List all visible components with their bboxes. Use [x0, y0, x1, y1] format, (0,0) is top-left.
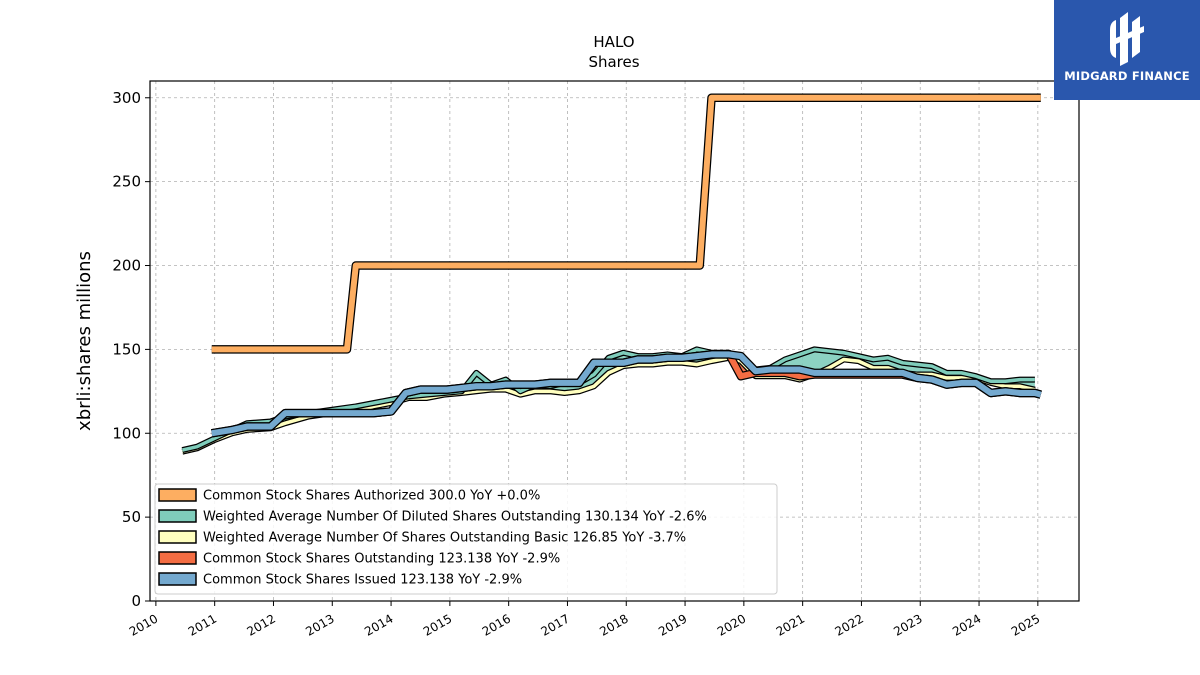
- brand-logo: MIDGARD FINANCE: [1054, 0, 1200, 100]
- chart-series: [181, 93, 1042, 455]
- legend-label: Common Stock Shares Outstanding 123.138 …: [203, 552, 560, 567]
- y-tick-label: 100: [112, 424, 141, 442]
- x-tick-label: 2025: [1009, 611, 1042, 638]
- y-tick-label: 300: [112, 89, 141, 107]
- y-tick-label: 50: [122, 508, 141, 526]
- x-tick-label: 2021: [774, 611, 807, 638]
- x-tick-label: 2012: [245, 611, 278, 638]
- chart-subtitle: Shares: [588, 53, 639, 71]
- chart-title: HALO: [593, 33, 634, 51]
- legend-swatch: [158, 572, 197, 586]
- series-line: [211, 351, 1042, 437]
- x-tick-label: 2011: [186, 611, 219, 638]
- x-tick-label: 2015: [421, 611, 454, 638]
- x-tick-label: 2013: [303, 611, 336, 638]
- y-tick-label: 0: [131, 592, 141, 610]
- x-tick-label: 2016: [480, 611, 513, 638]
- legend-swatch: [158, 530, 197, 544]
- midgard-logo-icon: [1110, 12, 1144, 66]
- chart-legend: Common Stock Shares Authorized 300.0 YoY…: [154, 483, 778, 595]
- y-axis-label: xbrli:shares millions: [74, 251, 95, 431]
- x-tick-label: 2024: [950, 611, 983, 638]
- legend-label: Common Stock Shares Issued 123.138 YoY -…: [203, 573, 522, 588]
- x-tick-label: 2010: [127, 611, 160, 638]
- x-tick-label: 2018: [597, 611, 630, 638]
- x-tick-label: 2019: [656, 611, 689, 638]
- legend-label: Common Stock Shares Authorized 300.0 YoY…: [203, 489, 540, 504]
- legend-swatch: [158, 551, 197, 565]
- y-tick-label: 150: [112, 340, 141, 358]
- legend-label: Weighted Average Number Of Diluted Share…: [203, 510, 707, 525]
- x-tick-label: 2014: [362, 611, 395, 638]
- x-tick-label: 2020: [715, 611, 748, 638]
- legend-swatch: [158, 509, 197, 523]
- plot-frame: [149, 80, 1080, 602]
- y-tick-label: 250: [112, 173, 141, 191]
- brand-name: MIDGARD FINANCE: [1064, 69, 1190, 83]
- legend-box: [154, 483, 778, 595]
- x-tick-label: 2017: [539, 611, 572, 638]
- legend-swatch: [158, 488, 197, 502]
- legend-label: Weighted Average Number Of Shares Outsta…: [203, 531, 686, 546]
- series-line: [211, 94, 1041, 353]
- x-tick-label: 2022: [832, 611, 865, 638]
- x-tick-label: 2023: [891, 611, 924, 638]
- y-tick-label: 200: [112, 257, 141, 275]
